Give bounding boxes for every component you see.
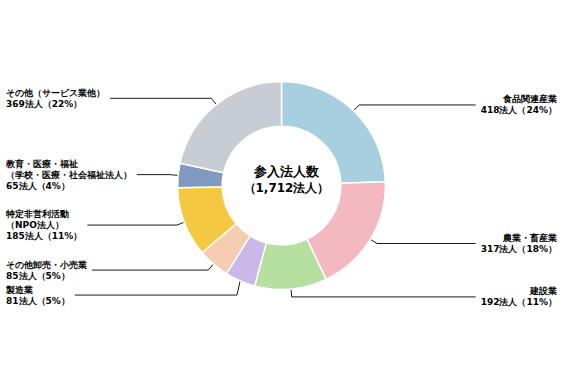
svg-text:その他（サービス業他）: その他（サービス業他） xyxy=(6,88,105,98)
svg-text:317法人（18%）: 317法人（18%） xyxy=(481,244,557,254)
svg-text:建設業: 建設業 xyxy=(529,286,557,296)
svg-text:192法人（11%）: 192法人（11%） xyxy=(481,297,557,307)
svg-text:81法人（5%）: 81法人（5%） xyxy=(6,296,70,306)
svg-text:418法人（24%）: 418法人（24%） xyxy=(481,105,557,115)
svg-text:教育・医療・福祉: 教育・医療・福祉 xyxy=(5,158,78,169)
svg-text:製造業: 製造業 xyxy=(5,285,33,295)
svg-text:（1,712法人）: （1,712法人） xyxy=(244,181,330,195)
svg-text:参入法人数: 参入法人数 xyxy=(253,164,320,179)
svg-text:特定非営利活動: 特定非営利活動 xyxy=(5,209,69,219)
svg-text:369法人（22%）: 369法人（22%） xyxy=(6,99,82,109)
svg-text:85法人（5%）: 85法人（5%） xyxy=(6,271,70,281)
svg-text:（学校・医療・社会福祉法人）: （学校・医療・社会福祉法人） xyxy=(6,170,132,180)
svg-text:農業・畜産業: 農業・畜産業 xyxy=(502,233,557,243)
svg-text:食品関連産業: 食品関連産業 xyxy=(502,94,557,104)
svg-text:65法人（4%）: 65法人（4%） xyxy=(6,181,70,191)
svg-text:185法人（11%）: 185法人（11%） xyxy=(6,231,82,241)
svg-text:その他卸売・小売業: その他卸売・小売業 xyxy=(6,260,87,270)
svg-text:（NPO法人）: （NPO法人） xyxy=(6,220,64,230)
